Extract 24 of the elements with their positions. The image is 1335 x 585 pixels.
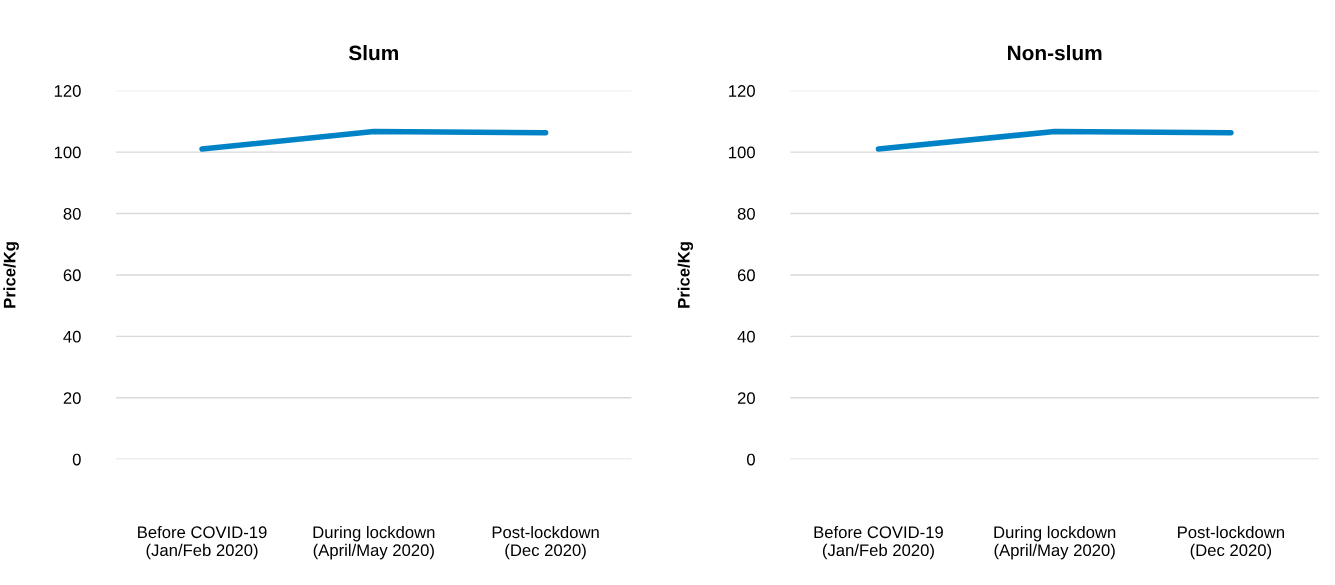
y-tick-label: 100 <box>729 146 755 159</box>
x-tick-label: Before COVID-19 (Jan/Feb 2020) <box>814 525 943 560</box>
y-tick-label: 20 <box>737 392 755 404</box>
x-tick-label: During lockdown (April/May 2020) <box>994 525 1116 560</box>
y-tick-label: 80 <box>737 207 755 220</box>
y-tick-label: 0 <box>72 453 81 466</box>
x-tick-label: Post-lockdown (Dec 2020) <box>492 525 599 560</box>
y-tick-label: 120 <box>729 85 755 97</box>
y-tick-label: 0 <box>746 453 755 466</box>
y-axis-title: Price/Kg <box>3 242 19 308</box>
y-axis-title: Price/Kg <box>677 242 694 308</box>
y-tick-label: 40 <box>737 330 755 343</box>
x-tick-label: Post-lockdown (Dec 2020) <box>1178 525 1284 560</box>
x-tick-label: During lockdown (April/May 2020) <box>313 525 435 560</box>
y-tick-label: 40 <box>63 330 81 343</box>
y-tick-label: 20 <box>63 392 81 404</box>
x-tick-label: Before COVID-19 (Jan/Feb 2020) <box>138 525 267 560</box>
y-tick-label: 80 <box>63 207 81 220</box>
chart-title: Slum <box>348 45 398 61</box>
y-tick-label: 120 <box>54 85 81 97</box>
y-tick-label: 60 <box>737 269 755 282</box>
y-tick-label: 60 <box>63 269 81 282</box>
chart-title: Non-slum <box>1008 45 1102 61</box>
y-tick-label: 100 <box>54 146 81 159</box>
